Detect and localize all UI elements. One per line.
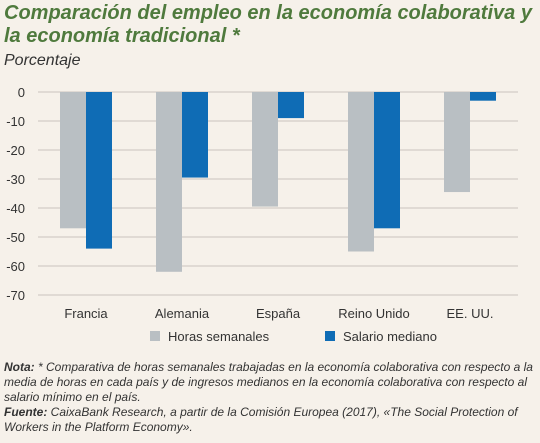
- bar: [86, 92, 112, 249]
- y-tick-label: 0: [18, 85, 25, 100]
- y-tick-label: -60: [6, 259, 25, 274]
- bar: [348, 92, 374, 252]
- y-tick-label: -50: [6, 230, 25, 245]
- note-label: Nota:: [4, 360, 35, 374]
- x-tick-label: Alemania: [155, 306, 210, 321]
- x-tick-label: Francia: [64, 306, 108, 321]
- note-text: * Comparativa de horas semanales trabaja…: [4, 360, 533, 404]
- y-tick-label: -10: [6, 114, 25, 129]
- chart-notes: Nota: * Comparativa de horas semanales t…: [4, 360, 536, 435]
- note-paragraph: Nota: * Comparativa de horas semanales t…: [4, 360, 536, 405]
- legend-label: Horas semanales: [168, 329, 270, 344]
- bar: [444, 92, 470, 193]
- x-tick-label: Reino Unido: [338, 306, 410, 321]
- y-tick-label: -20: [6, 143, 25, 158]
- source-label: Fuente:: [4, 405, 48, 419]
- bar-chart: 0 -10 -20 -30 -40 -50 -60 -70 Francia Alemania Esp…: [6, 85, 518, 344]
- legend-label: Salario mediano: [343, 329, 437, 344]
- chart-title: Comparación del empleo en la economía co…: [4, 2, 532, 47]
- bar: [470, 92, 496, 101]
- y-tick-label: -70: [6, 288, 25, 303]
- y-tick-label: -30: [6, 172, 25, 187]
- bar: [182, 92, 208, 178]
- bar: [252, 92, 278, 207]
- legend-swatch: [150, 331, 160, 341]
- chart-subtitle: Porcentaje: [4, 52, 81, 69]
- x-tick-label: EE. UU.: [447, 306, 494, 321]
- bar: [60, 92, 86, 229]
- source-text: CaixaBank Research, a partir de la Comis…: [4, 405, 518, 434]
- bar: [156, 92, 182, 272]
- x-tick-label: España: [256, 306, 301, 321]
- bar: [278, 92, 304, 119]
- y-tick-label: -40: [6, 201, 25, 216]
- source-paragraph: Fuente: CaixaBank Research, a partir de …: [4, 405, 536, 435]
- bar: [374, 92, 400, 229]
- legend-swatch: [325, 331, 335, 341]
